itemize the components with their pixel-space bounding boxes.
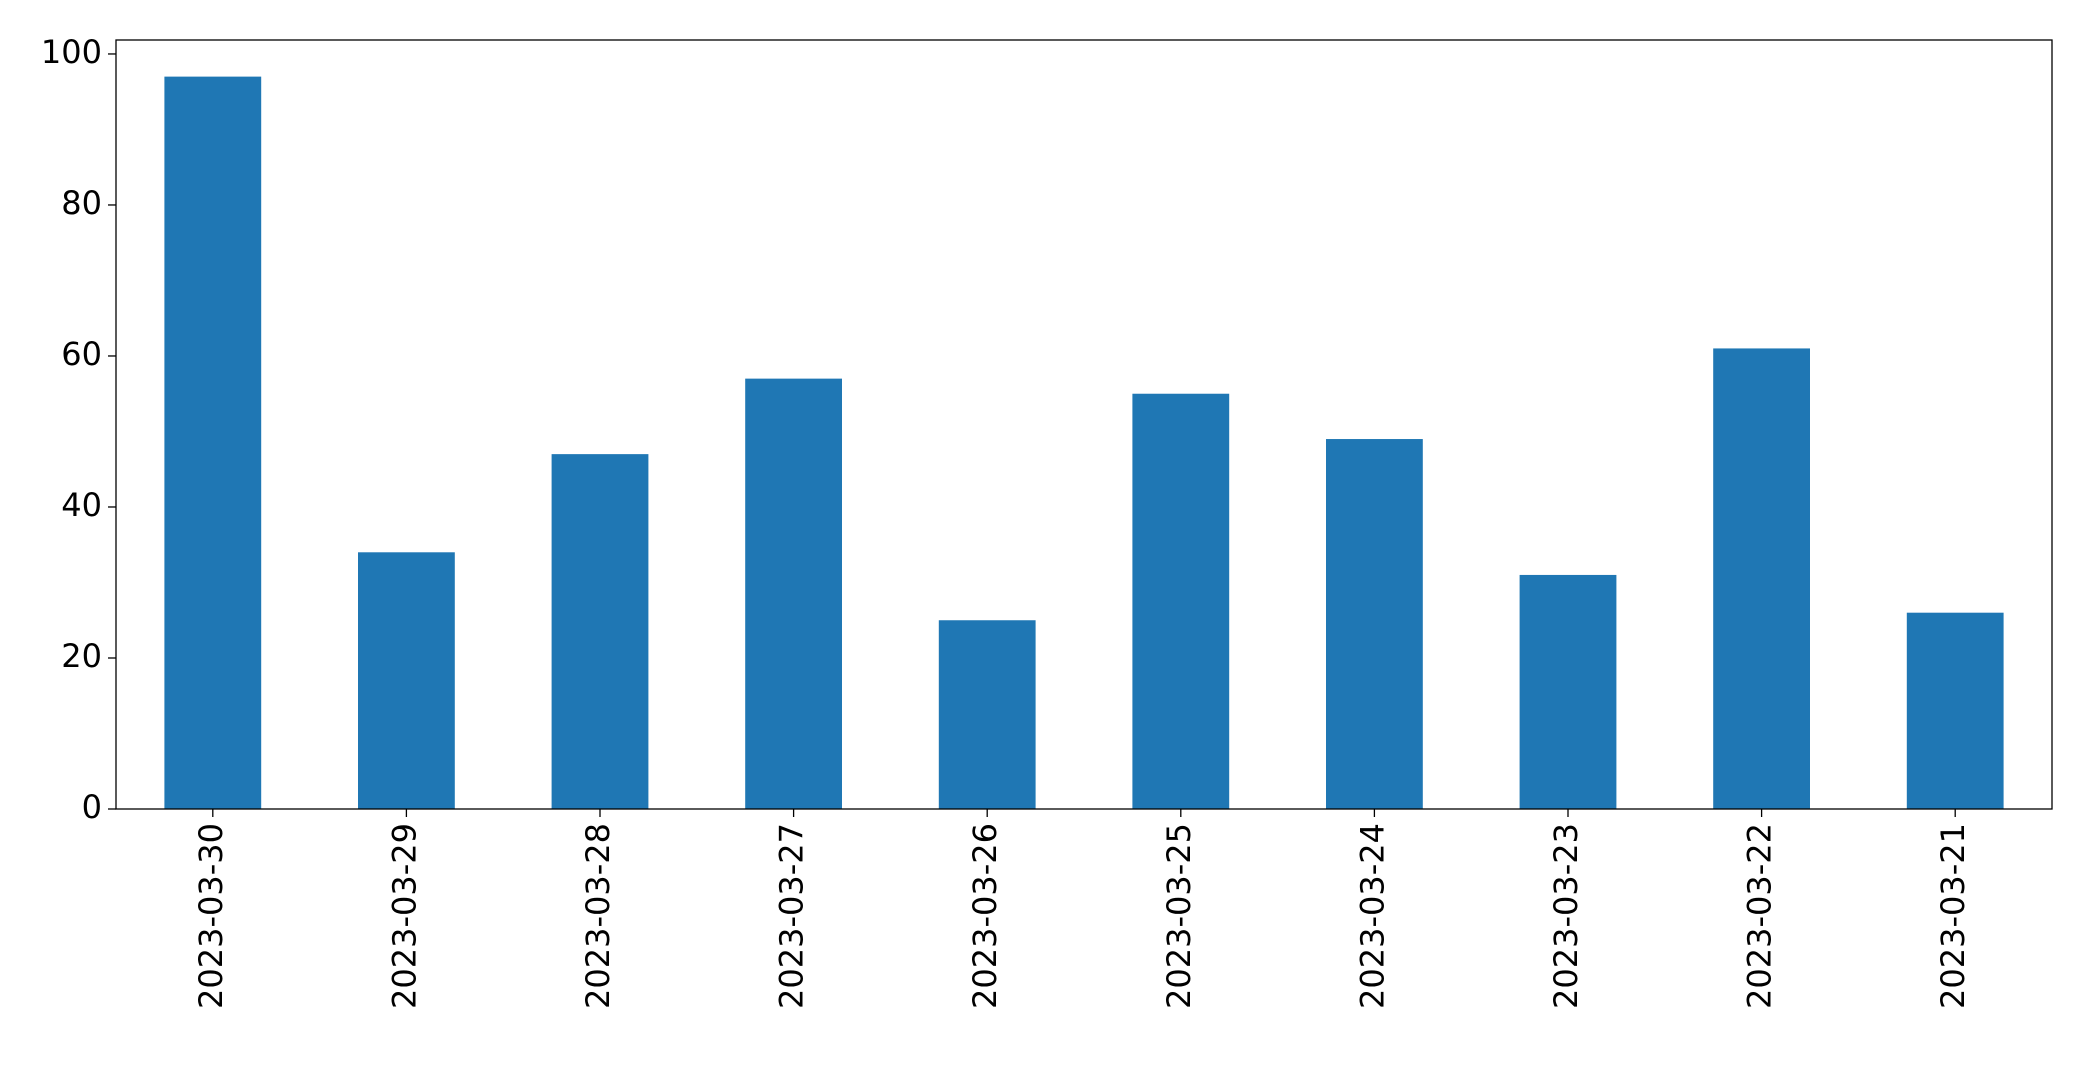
- x-tick-label: 2023-03-29: [385, 823, 423, 1009]
- x-tick-label: 2023-03-23: [1547, 823, 1585, 1009]
- x-tick-label: 2023-03-30: [192, 823, 230, 1009]
- bar: [1519, 574, 1617, 809]
- bar: [551, 454, 649, 809]
- x-tick-label: 2023-03-25: [1160, 823, 1198, 1009]
- y-tick-label: 80: [61, 184, 102, 222]
- x-tick-label: 2023-03-22: [1741, 823, 1779, 1009]
- x-tick-label: 2023-03-21: [1934, 823, 1972, 1009]
- y-tick-label: 40: [61, 486, 102, 524]
- y-tick-label: 20: [61, 637, 102, 675]
- bar: [358, 552, 455, 809]
- x-tick-label: 2023-03-24: [1353, 823, 1391, 1009]
- bar: [1713, 348, 1810, 809]
- y-tick-label: 0: [82, 788, 102, 826]
- x-tick-label: 2023-03-26: [966, 823, 1004, 1009]
- x-tick-label: 2023-03-28: [579, 823, 617, 1009]
- bar: [1906, 612, 2004, 809]
- bar: [938, 620, 1036, 809]
- plot-frame: [115, 39, 2053, 810]
- x-tick-label: 2023-03-27: [773, 823, 811, 1009]
- y-tick-label: 100: [41, 33, 102, 71]
- bar: [745, 378, 842, 809]
- bar: [164, 76, 262, 810]
- bar: [1132, 393, 1230, 809]
- bar: [1326, 439, 1423, 809]
- y-tick-label: 60: [61, 335, 102, 373]
